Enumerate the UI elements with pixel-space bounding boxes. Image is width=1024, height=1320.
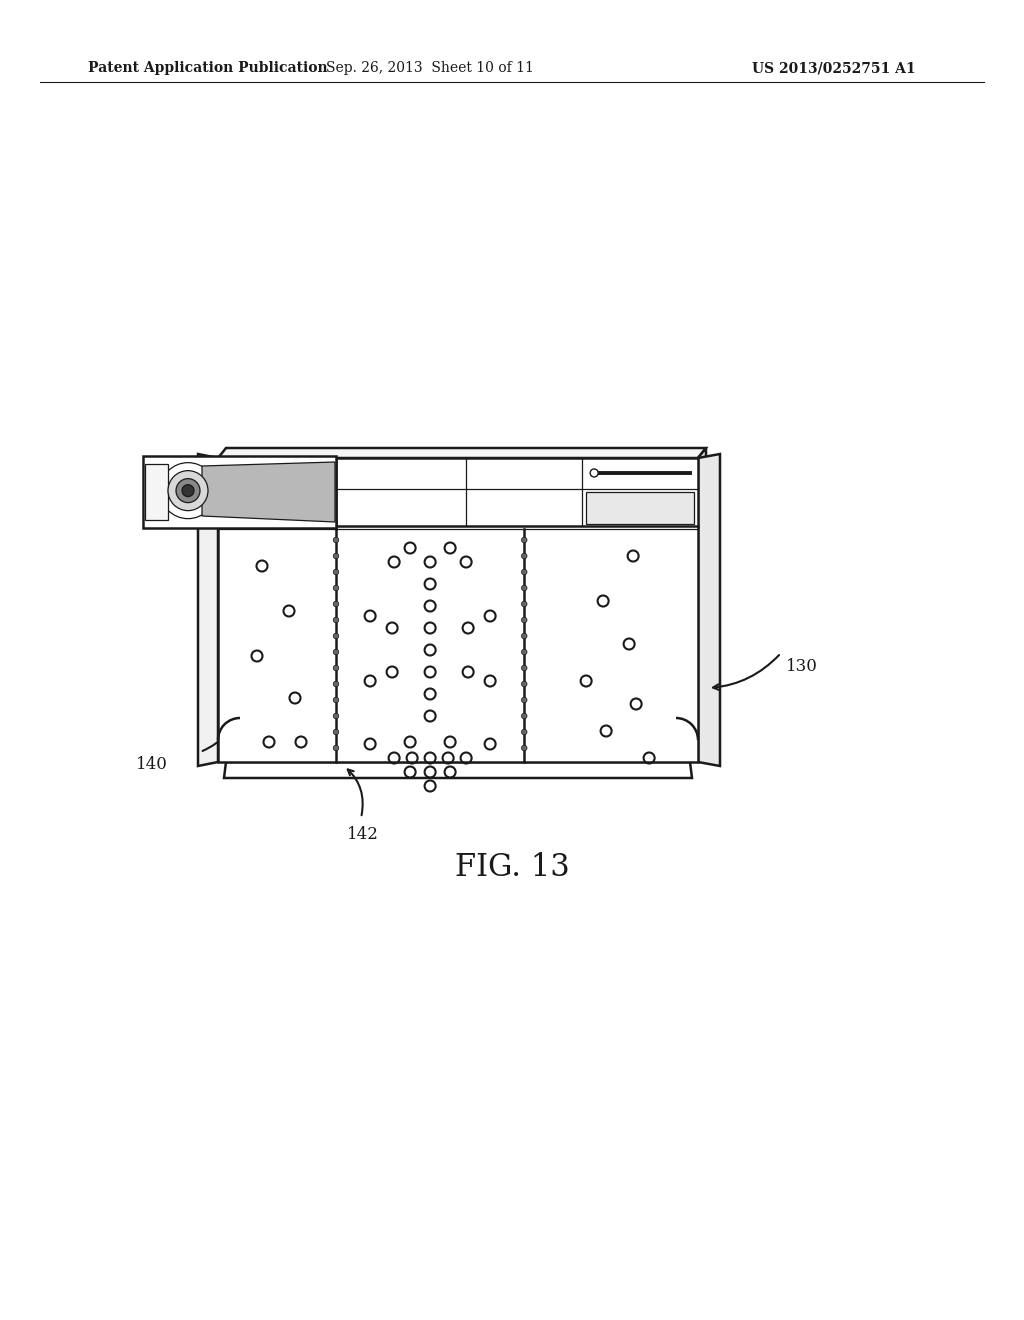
Polygon shape [145,465,168,520]
Circle shape [333,537,339,543]
Circle shape [333,553,339,558]
Text: 140: 140 [136,756,168,774]
Polygon shape [224,762,692,777]
Polygon shape [586,491,694,524]
Circle shape [333,649,339,655]
Circle shape [182,484,194,496]
Circle shape [333,697,339,702]
Circle shape [521,585,527,591]
Polygon shape [143,455,336,528]
Circle shape [521,537,527,543]
Polygon shape [218,458,698,762]
Circle shape [333,585,339,591]
Circle shape [333,618,339,623]
Circle shape [333,681,339,686]
Circle shape [333,729,339,735]
Circle shape [333,634,339,639]
Circle shape [168,471,208,511]
Text: 142: 142 [347,826,379,843]
Polygon shape [698,447,706,762]
Circle shape [521,618,527,623]
Text: Patent Application Publication: Patent Application Publication [88,61,328,75]
Circle shape [521,649,527,655]
Circle shape [521,634,527,639]
Circle shape [333,746,339,751]
Circle shape [333,569,339,574]
Circle shape [176,479,200,503]
Polygon shape [218,447,706,458]
Text: 130: 130 [786,657,818,675]
Circle shape [521,713,527,719]
Circle shape [521,569,527,574]
Circle shape [521,601,527,607]
Circle shape [521,681,527,686]
Circle shape [521,553,527,558]
Circle shape [590,469,598,477]
Polygon shape [202,462,335,521]
Circle shape [333,665,339,671]
Circle shape [160,462,216,519]
Polygon shape [698,454,720,766]
Circle shape [333,601,339,607]
Circle shape [333,713,339,719]
Circle shape [521,729,527,735]
Circle shape [521,697,527,702]
Text: FIG. 13: FIG. 13 [455,853,569,883]
Polygon shape [198,454,218,766]
Text: Sep. 26, 2013  Sheet 10 of 11: Sep. 26, 2013 Sheet 10 of 11 [326,61,534,75]
Circle shape [521,665,527,671]
Text: US 2013/0252751 A1: US 2013/0252751 A1 [752,61,915,75]
Circle shape [521,746,527,751]
